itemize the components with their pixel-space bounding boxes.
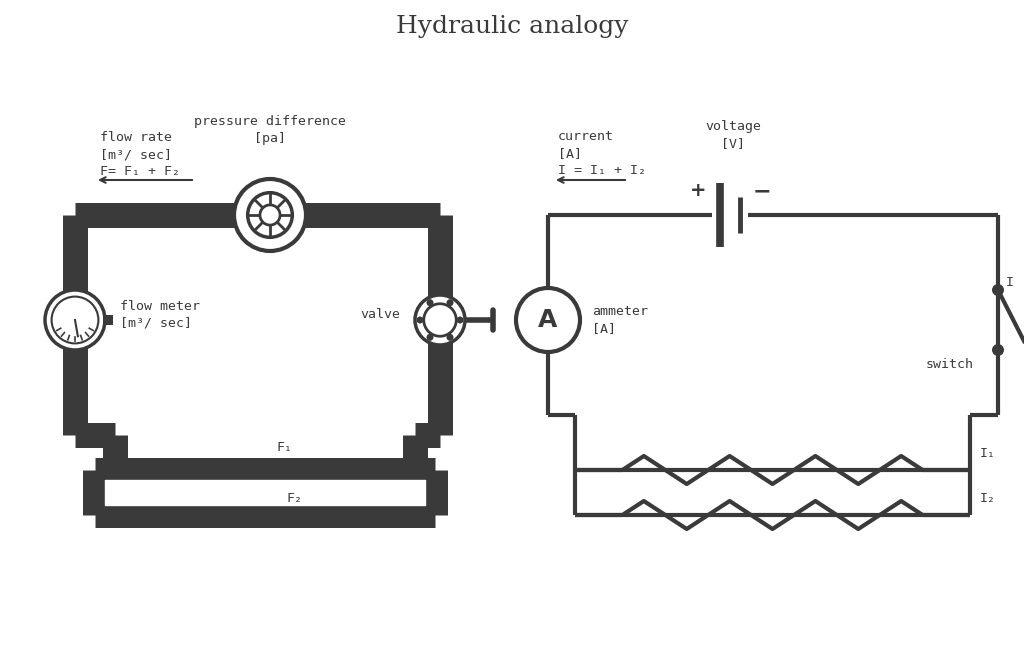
Text: +: +: [690, 181, 707, 201]
Circle shape: [427, 299, 433, 306]
Circle shape: [260, 205, 281, 225]
Circle shape: [457, 317, 464, 324]
Text: flow meter
[m³/ sec]: flow meter [m³/ sec]: [120, 300, 200, 330]
Circle shape: [248, 193, 292, 237]
Circle shape: [516, 288, 580, 352]
Circle shape: [424, 304, 457, 336]
Text: A: A: [539, 308, 558, 332]
Bar: [306, 210, 314, 220]
Text: I₂: I₂: [980, 492, 996, 505]
Circle shape: [234, 179, 306, 251]
Text: −: −: [753, 181, 771, 201]
Text: I: I: [1006, 276, 1014, 289]
Text: I₁: I₁: [980, 447, 996, 460]
Circle shape: [992, 344, 1004, 356]
Text: F₂: F₂: [287, 492, 303, 505]
Circle shape: [51, 297, 98, 343]
Text: switch: switch: [926, 359, 974, 372]
Circle shape: [427, 334, 433, 341]
Circle shape: [45, 290, 105, 350]
Text: Hydraulic analogy: Hydraulic analogy: [395, 15, 629, 38]
Circle shape: [415, 295, 465, 345]
Text: ammeter
[A]: ammeter [A]: [592, 305, 648, 335]
Text: pressure difference
[pa]: pressure difference [pa]: [194, 115, 346, 145]
Text: valve: valve: [360, 308, 400, 321]
Text: voltage
[V]: voltage [V]: [705, 120, 761, 150]
Text: F₁: F₁: [278, 441, 293, 454]
Text: flow rate
[m³/ sec]
F= F₁ + F₂: flow rate [m³/ sec] F= F₁ + F₂: [100, 131, 180, 178]
Bar: [103, 315, 113, 325]
Text: current
[A]
I = I₁ + I₂: current [A] I = I₁ + I₂: [558, 130, 646, 177]
Circle shape: [446, 334, 454, 341]
Circle shape: [417, 317, 424, 324]
Circle shape: [446, 299, 454, 306]
Circle shape: [992, 284, 1004, 296]
Bar: [226, 210, 234, 220]
